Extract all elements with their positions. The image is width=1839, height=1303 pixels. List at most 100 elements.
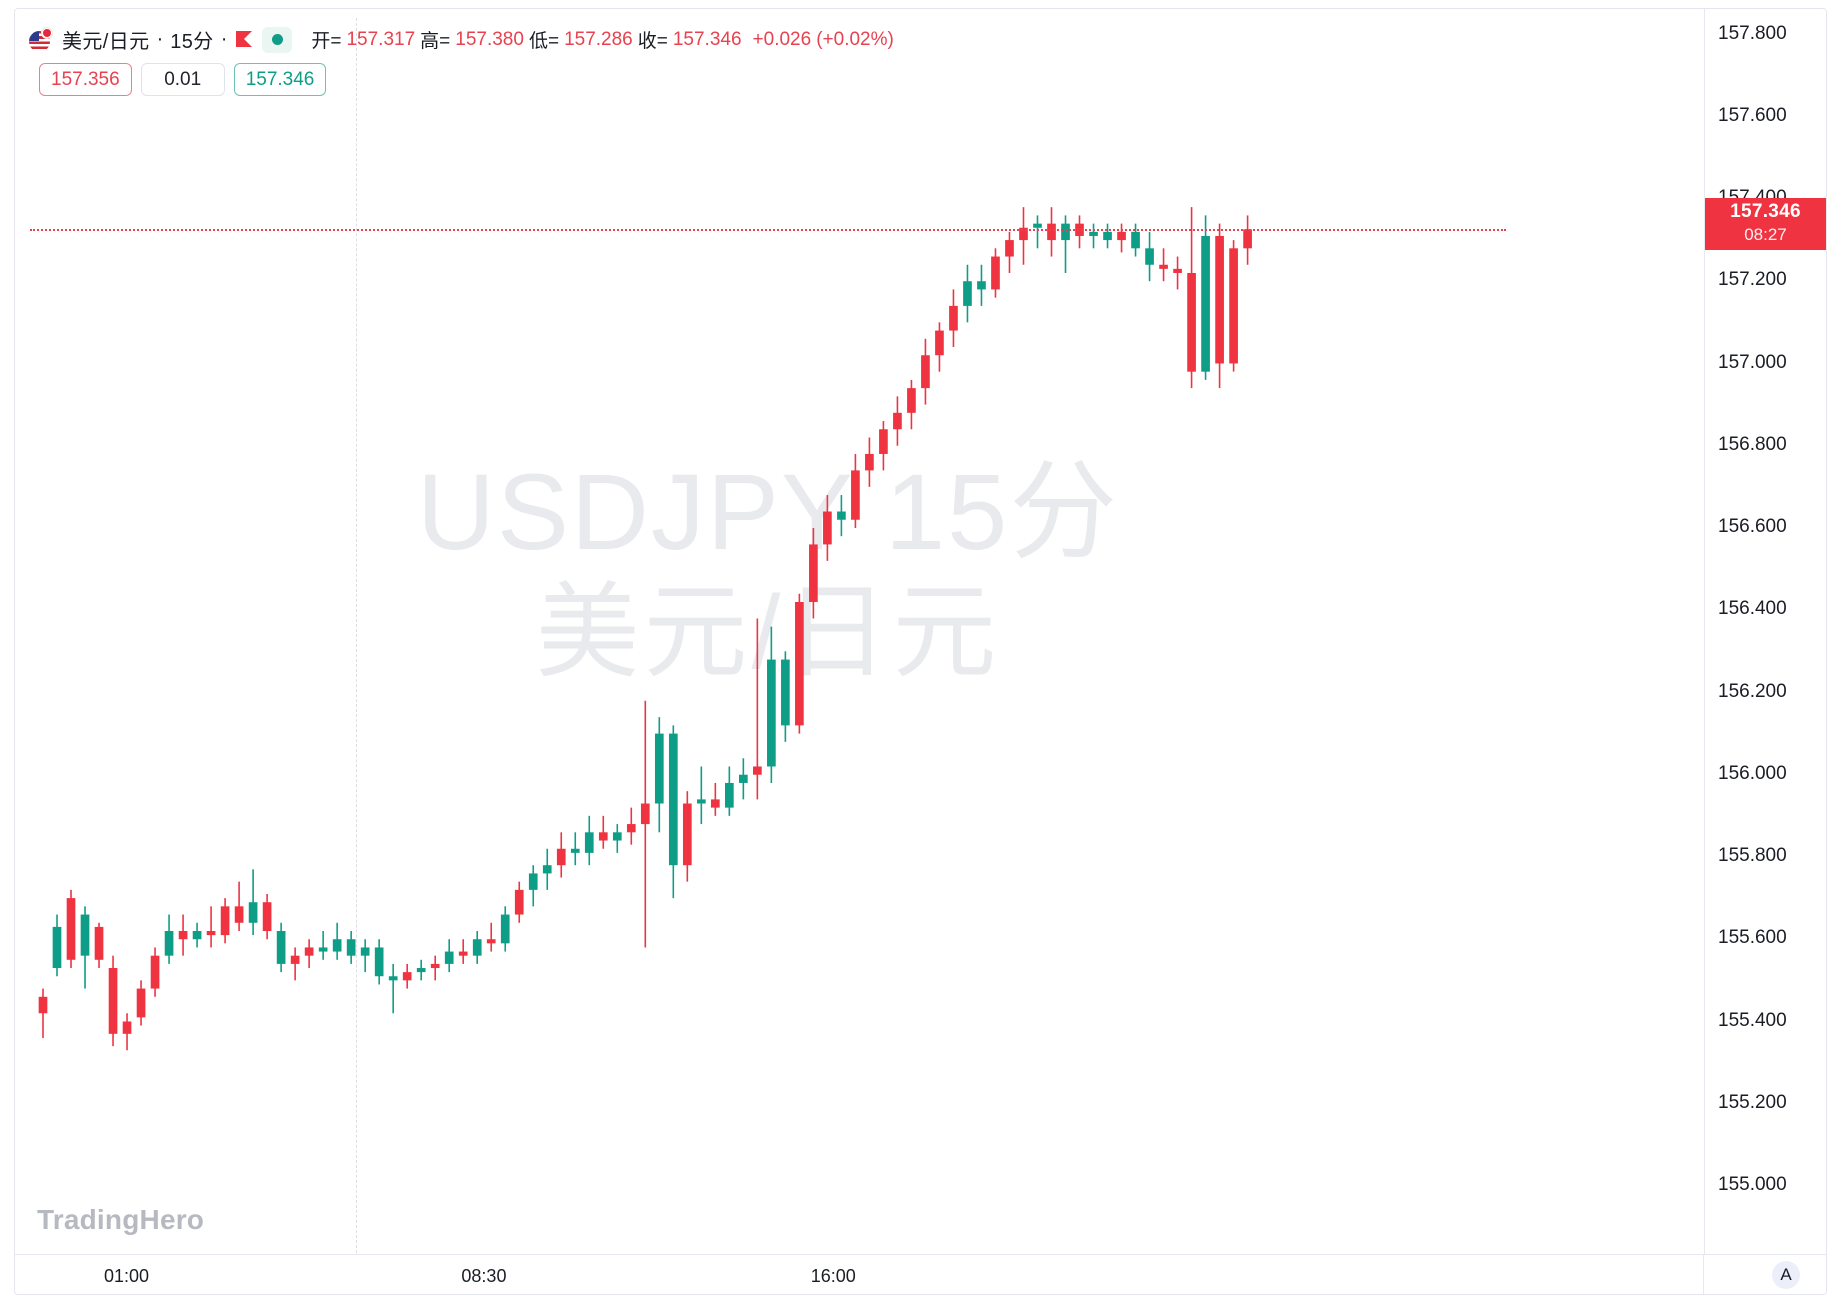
candlestick [192,922,202,948]
quote-buttons: 157.356 0.01 157.346 [39,63,327,96]
session-divider-line [356,18,358,1263]
candlestick [1075,215,1084,249]
candlestick [612,824,622,853]
candlestick [178,914,188,956]
candlestick [668,725,678,899]
candlestick [304,939,314,969]
candlestick [514,881,524,923]
candlestick [458,939,468,964]
ohlc-low-label: 低= [528,31,560,52]
brand-watermark: TradingHero [37,1204,205,1235]
candlestick [220,898,230,944]
candlestick [739,758,748,800]
time-axis[interactable]: A 01:00 08:30 16:00 [15,1254,1826,1294]
candlestick [753,618,762,800]
price-axis-tick: 155.200 [1718,1091,1787,1113]
time-axis-tick: 16:00 [810,1266,856,1286]
candlestick [570,832,580,866]
candlestick [1215,223,1224,389]
price-axis-tick: 157.000 [1718,351,1787,373]
candlestick [949,289,958,348]
ohlc-close-label: 收= [637,31,668,52]
candlestick [724,766,734,816]
candlestick [262,893,272,940]
series-visibility-dot-icon[interactable] [262,26,293,53]
candlestick [136,980,146,1026]
price-axis-tick: 156.000 [1718,762,1787,784]
price-axis-tick: 157.600 [1718,104,1787,126]
chart-legend: 美元/日元 · 15分 · 开= 157.317 高= 157.380 低= 1… [29,25,894,54]
candlestick [1089,223,1098,249]
ohlc-high-value: 157.380 [455,28,524,50]
price-axis-tick: 156.800 [1718,433,1787,455]
candlestick [1131,223,1140,257]
candlestick [66,889,76,969]
candlestick [1201,215,1210,380]
price-axis-tick: 155.000 [1718,1174,1787,1196]
price-axis-tick: 156.200 [1718,680,1787,702]
candlestick [416,959,426,981]
candlestick [1047,207,1056,257]
ohlc-change-percent: (+0.02%) [816,28,894,50]
candlestick [472,931,482,964]
ohlc-readout: 开= 157.317 高= 157.380 低= 157.286 收= 157.… [311,26,893,53]
candlestick [248,869,258,936]
candlestick [851,453,860,528]
price-axis-tick: 157.800 [1718,22,1787,44]
candlestick [234,881,244,932]
price-axis-tick: 156.600 [1718,516,1787,538]
candlestick [150,947,160,997]
candlestick [977,264,986,306]
candlestick [865,437,874,487]
candlestick [1243,215,1252,265]
candlestick [402,963,412,989]
current-price-value: 157.346 [1730,201,1801,223]
candlestick [991,248,1000,298]
price-axis[interactable]: 157.346 08:27 157.800157.600157.400157.2… [1704,9,1826,1254]
candlestick [528,865,538,907]
candlestick [907,379,916,430]
candlestick [935,322,944,372]
legend-separator-2: · [220,28,228,50]
buy-price-button[interactable]: 157.346 [233,63,327,96]
axis-auto-scale-button[interactable]: A [1772,1261,1800,1289]
ohlc-close-value: 157.346 [672,28,742,50]
spread-value[interactable]: 0.01 [140,63,225,96]
candlestick [781,651,790,742]
candlestick [1145,231,1154,282]
usd-jpy-flag-icon [29,26,55,53]
candlestick [921,338,930,405]
candlestick [696,766,706,825]
candlestick [388,963,398,1014]
candlestick [542,848,552,890]
japan-flag-icon [41,26,53,39]
candlestick [290,947,300,981]
candlestick [206,906,216,948]
candlestick [486,922,496,952]
candlestick [122,1013,132,1051]
candlestick [38,988,48,1038]
time-axis-tick: 01:00 [103,1266,150,1286]
candlestick [1117,223,1126,253]
chart-plot-area[interactable]: USDJPY 15分 美元/日元 [30,18,1506,1263]
symbol-label[interactable]: 美元/日元 [62,31,150,53]
sell-price-button[interactable]: 157.356 [39,63,132,96]
candlestick [640,700,650,948]
candlestick [598,815,608,849]
price-axis-tick: 155.400 [1718,1009,1787,1031]
candlestick [556,832,566,878]
ohlc-open-value: 157.317 [346,28,416,50]
current-price-badge: 157.346 08:27 [1705,198,1826,251]
candlestick [1033,215,1042,249]
candlestick [767,626,776,783]
candlestick [1159,248,1168,282]
ohlc-change: +0.026 [752,28,812,50]
price-axis-tick: 157.200 [1718,269,1787,291]
candlestick [1103,223,1112,249]
interval-label[interactable]: 15分 [170,31,214,53]
candlestick-chart-icon[interactable] [235,29,254,51]
candlestick [500,906,510,952]
candlestick [430,955,440,981]
candlestick [654,717,664,833]
